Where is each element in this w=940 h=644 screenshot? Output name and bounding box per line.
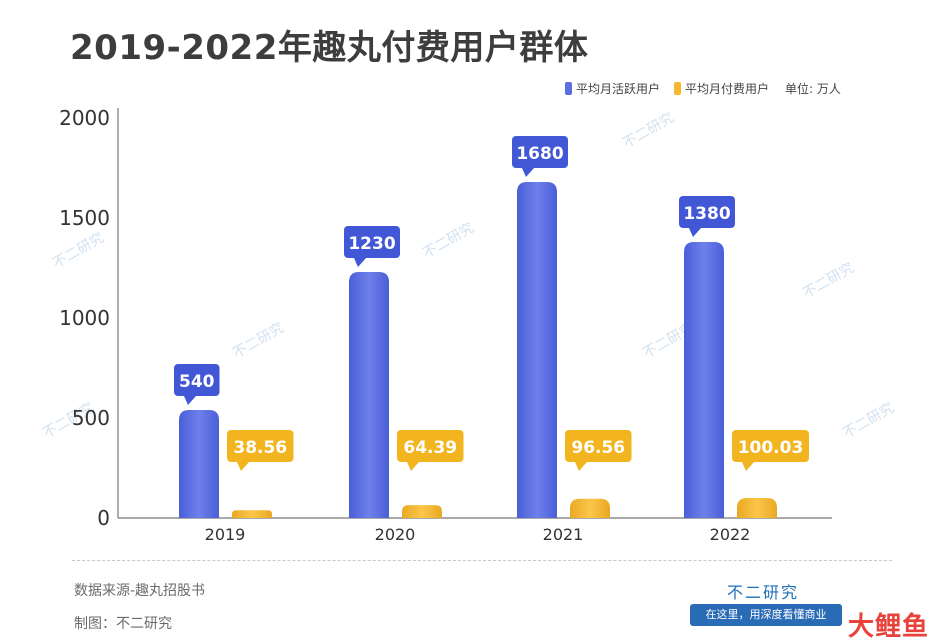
label-pointer-mau [184, 396, 196, 405]
y-tick-label: 0 [97, 506, 110, 530]
footer-divider [72, 560, 892, 561]
label-bubble-mau [174, 364, 220, 396]
label-pointer-paying [407, 462, 419, 471]
label-bubble-paying [565, 430, 632, 462]
bar-mau [517, 182, 557, 518]
bar-paying [232, 510, 272, 518]
data-label-mau: 1680 [516, 144, 563, 164]
label-pointer-mau [522, 168, 534, 177]
data-label-paying: 96.56 [571, 438, 625, 458]
corner-logo: 大鲤鱼 [848, 612, 930, 642]
bar-paying [737, 497, 777, 518]
data-label-mau: 1230 [348, 234, 395, 254]
brand-slogan: 在这里，用深度看懂商业 [690, 604, 842, 626]
label-bubble-paying [227, 430, 294, 462]
data-label-paying: 100.03 [738, 438, 804, 458]
chart-title: 2019-2022年趣丸付费用户群体 [70, 28, 589, 68]
bar-mau [179, 410, 219, 518]
bar-paying [402, 505, 442, 518]
y-tick-label: 1000 [59, 306, 110, 330]
legend-item-paying: 平均月付费用户 [674, 80, 769, 97]
data-label-mau: 1380 [683, 204, 730, 224]
legend-label-mau: 平均月活跃用户 [576, 81, 661, 96]
x-tick-label: 2020 [375, 525, 416, 544]
chart-maker: 制图：不二研究 [74, 616, 172, 632]
legend-label-paying: 平均月付费用户 [685, 81, 770, 96]
y-tick-label: 500 [72, 406, 110, 430]
brand-name: 不二研究 [727, 583, 800, 602]
label-bubble-mau [512, 136, 568, 168]
bar-mau [349, 272, 389, 518]
bar-mau [684, 242, 724, 518]
label-bubble-mau [679, 196, 735, 228]
data-label-mau: 540 [179, 372, 215, 392]
label-pointer-paying [237, 462, 249, 471]
legend-swatch-paying [674, 81, 682, 95]
unit-label: 单位: 万人 [785, 81, 841, 96]
legend: 平均月活跃用户 平均月付费用户 单位: 万人 [565, 79, 841, 97]
bar-paying [570, 498, 610, 518]
label-bubble-paying [397, 430, 464, 462]
label-bubble-paying [732, 430, 809, 462]
label-pointer-mau [354, 258, 366, 267]
legend-item-mau: 平均月活跃用户 [565, 80, 660, 97]
y-tick-label: 1500 [59, 206, 110, 230]
label-pointer-mau [689, 228, 701, 237]
x-tick-label: 2022 [710, 525, 751, 544]
y-tick-label: 2000 [59, 106, 110, 130]
x-tick-label: 2019 [205, 525, 246, 544]
x-tick-label: 2021 [543, 525, 584, 544]
data-label-paying: 64.39 [403, 438, 457, 458]
legend-swatch-mau [565, 81, 572, 95]
data-source: 数据来源-趣丸招股书 [74, 583, 206, 599]
data-label-paying: 38.56 [233, 438, 287, 458]
label-bubble-mau [344, 226, 400, 258]
label-pointer-paying [575, 462, 587, 471]
label-pointer-paying [742, 462, 754, 471]
